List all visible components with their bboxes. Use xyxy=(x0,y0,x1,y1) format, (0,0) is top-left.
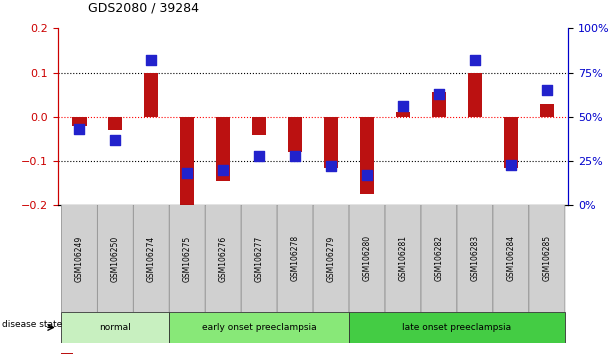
FancyBboxPatch shape xyxy=(169,200,206,317)
Bar xyxy=(61,312,169,343)
Point xyxy=(254,153,264,159)
Point xyxy=(434,91,444,97)
Bar xyxy=(216,117,230,181)
Bar xyxy=(144,73,159,117)
FancyBboxPatch shape xyxy=(421,200,457,317)
Text: disease state: disease state xyxy=(2,320,62,329)
Text: GDS2080 / 39284: GDS2080 / 39284 xyxy=(88,1,199,14)
FancyBboxPatch shape xyxy=(493,200,529,317)
Point xyxy=(470,57,480,63)
Point xyxy=(111,137,120,143)
Bar xyxy=(432,92,446,117)
Text: GSM106280: GSM106280 xyxy=(362,235,371,281)
Bar xyxy=(349,312,565,343)
Text: GSM106285: GSM106285 xyxy=(542,235,551,281)
Point xyxy=(147,57,156,63)
Bar xyxy=(540,104,554,117)
Text: GSM106250: GSM106250 xyxy=(111,235,120,281)
Text: GSM106249: GSM106249 xyxy=(75,235,84,281)
Point xyxy=(326,164,336,169)
Bar xyxy=(72,117,86,126)
Point xyxy=(398,103,408,109)
Text: early onset preeclampsia: early onset preeclampsia xyxy=(202,323,317,332)
FancyBboxPatch shape xyxy=(97,200,133,317)
Point xyxy=(542,87,552,93)
FancyBboxPatch shape xyxy=(133,200,169,317)
FancyBboxPatch shape xyxy=(385,200,421,317)
Text: GSM106275: GSM106275 xyxy=(183,235,192,281)
Point xyxy=(362,172,372,178)
Bar xyxy=(252,117,266,135)
Bar xyxy=(288,117,302,152)
FancyBboxPatch shape xyxy=(206,200,241,317)
FancyBboxPatch shape xyxy=(349,200,385,317)
FancyBboxPatch shape xyxy=(241,200,277,317)
FancyBboxPatch shape xyxy=(457,200,493,317)
Point xyxy=(506,162,516,167)
Text: normal: normal xyxy=(100,323,131,332)
FancyBboxPatch shape xyxy=(313,200,349,317)
Bar xyxy=(504,117,518,168)
Text: GSM106279: GSM106279 xyxy=(326,235,336,281)
Bar xyxy=(180,117,195,205)
Bar xyxy=(468,73,482,117)
Bar xyxy=(61,353,73,354)
Text: GSM106277: GSM106277 xyxy=(255,235,264,281)
Text: GSM106276: GSM106276 xyxy=(219,235,228,281)
Text: late onset preeclampsia: late onset preeclampsia xyxy=(402,323,511,332)
Point xyxy=(182,171,192,176)
Bar xyxy=(360,117,375,194)
Bar xyxy=(324,117,338,168)
FancyBboxPatch shape xyxy=(529,200,565,317)
FancyBboxPatch shape xyxy=(61,200,97,317)
Point xyxy=(218,167,228,173)
Text: GSM106282: GSM106282 xyxy=(435,235,443,281)
Text: GSM106274: GSM106274 xyxy=(147,235,156,281)
FancyBboxPatch shape xyxy=(277,200,313,317)
Text: GSM106281: GSM106281 xyxy=(398,235,407,281)
Point xyxy=(290,153,300,159)
Text: GSM106284: GSM106284 xyxy=(506,235,516,281)
Bar xyxy=(169,312,349,343)
Point xyxy=(74,126,84,132)
Text: GSM106278: GSM106278 xyxy=(291,235,300,281)
Bar xyxy=(396,113,410,117)
Text: GSM106283: GSM106283 xyxy=(471,235,480,281)
Bar xyxy=(108,117,122,130)
